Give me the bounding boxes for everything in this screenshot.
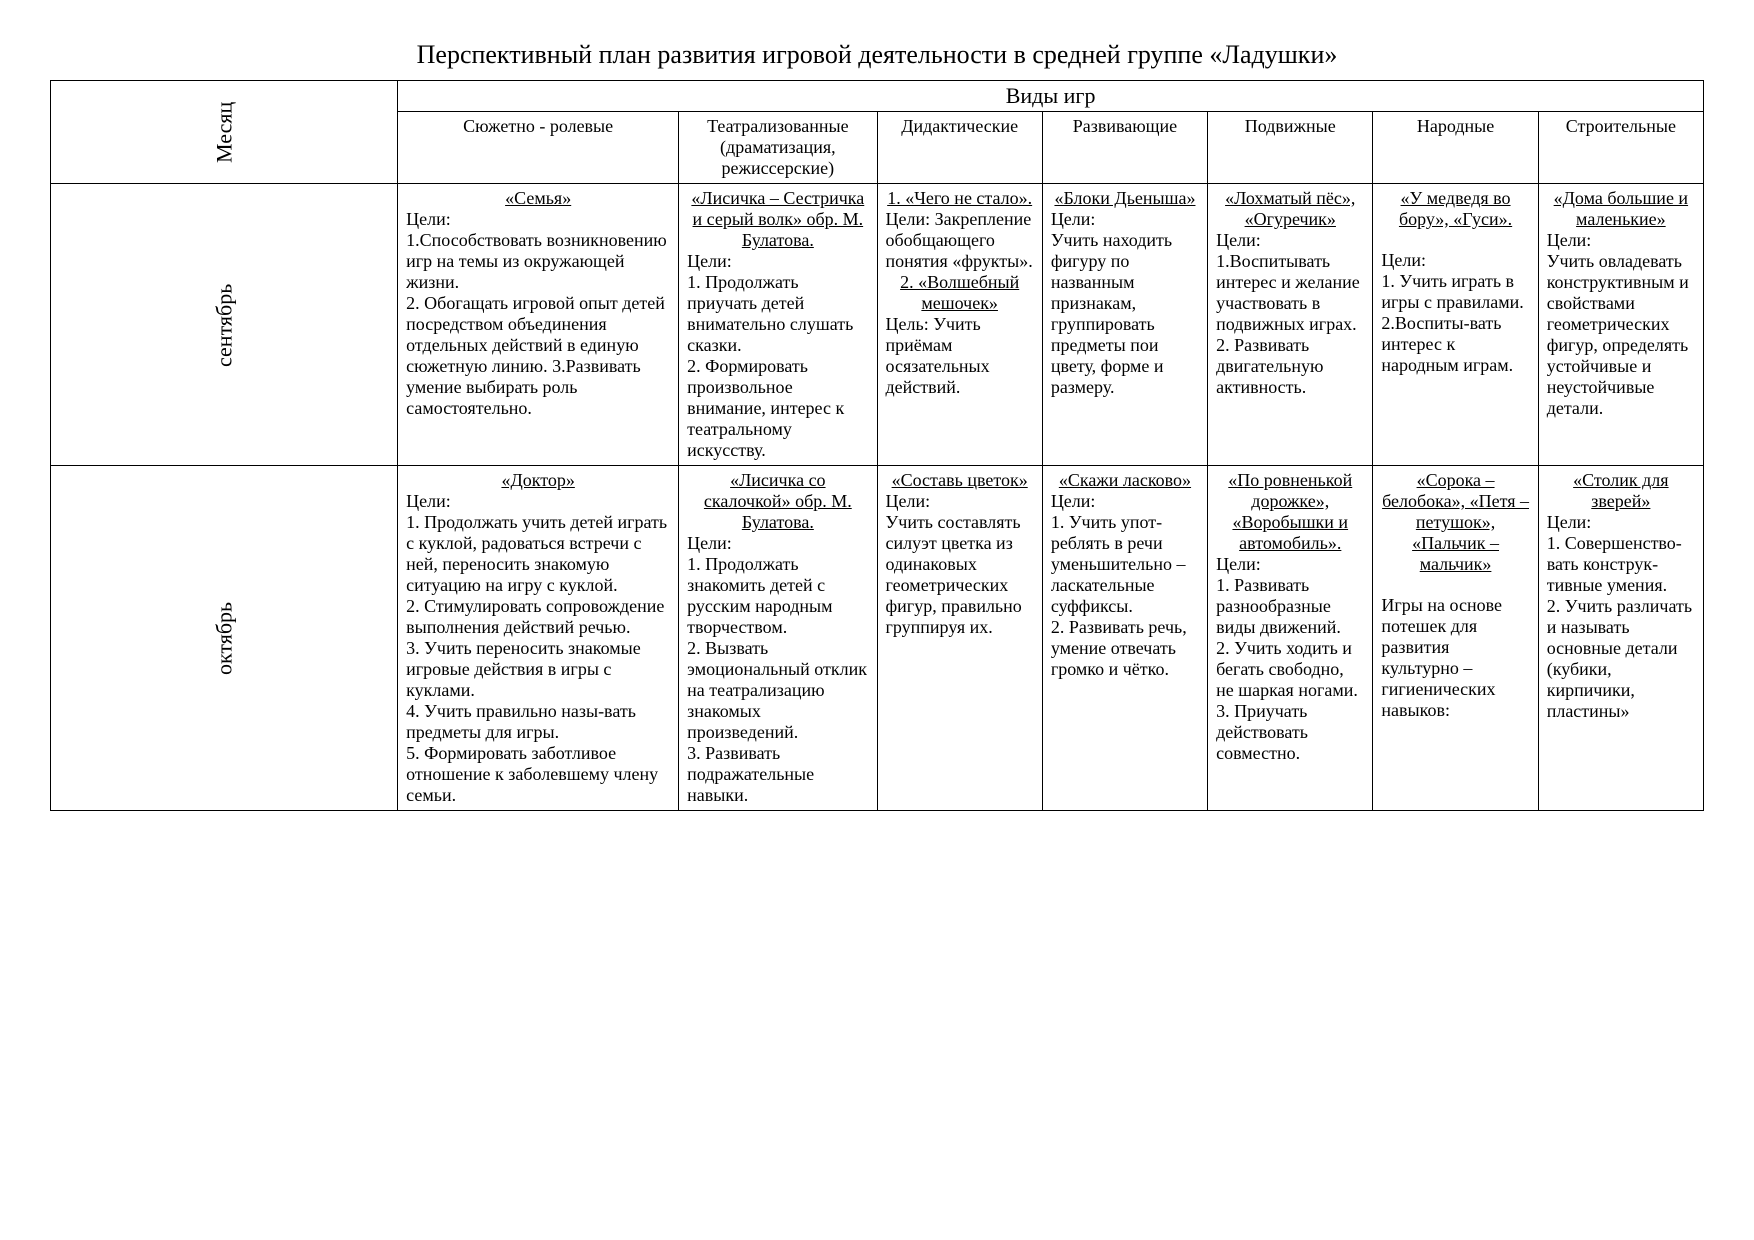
cell-title: «Семья» [406,188,670,209]
cell-title: «Скажи ласково» [1051,470,1199,491]
cell-title: «Лисичка – Сестричка и серый волк» обр. … [687,188,868,251]
cell-title: 1. «Чего не стало». [886,188,1034,209]
cell: «Лисичка – Сестричка и серый волк» обр. … [679,184,877,466]
cell: «Лохматый пёс», «Огуречик» Цели:1.Воспит… [1208,184,1373,466]
col-header: Подвижные [1208,112,1373,184]
cell: «Доктор» Цели:1. Продолжать учить детей … [398,466,679,811]
cell-body: Цели:1. Развивать разнообразные виды дви… [1216,554,1364,764]
cell-body: Цели:Учить составлять силуэт цветка из о… [886,491,1034,638]
cell: «По ровненькой дорожке», «Воробышки и ав… [1208,466,1373,811]
cell-title: 2. «Волшебный мешочек» [886,272,1034,314]
col-header: Сюжетно - ролевые [398,112,679,184]
cell-body: Цели:1. Совершенство-вать конструк-тивны… [1547,512,1695,722]
cell-title: «Столик для зверей» [1547,470,1695,512]
cell-body: Цель: Учить приёмам осязательных действи… [886,314,1034,398]
month-label: сентябрь [51,184,398,466]
cell: «Семья» Цели:1.Способствовать возникнове… [398,184,679,466]
cell: «Составь цветок» Цели:Учить составлять с… [877,466,1042,811]
month-header: Месяц [51,81,398,184]
cell-body: Цели:1.Воспитывать интерес и желание уча… [1216,230,1364,398]
plan-table: Месяц Виды игр Сюжетно - ролевые Театрал… [50,80,1704,811]
table-row: октябрь «Доктор» Цели:1. Продолжать учит… [51,466,1704,811]
cell-title: «Дома большие и маленькие» [1547,188,1695,230]
cell: «Блоки Дьеныша» Цели:Учить находить фигу… [1042,184,1207,466]
cell-title: «Составь цветок» [886,470,1034,491]
cell-body: Цели:1. Учить упот-реблять в речи уменьш… [1051,491,1199,680]
cell-title: «По ровненькой дорожке», «Воробышки и ав… [1216,470,1364,554]
cell: «Сорока – белобока», «Петя – петушок», «… [1373,466,1538,811]
cell-body: Цели:1. Учить играть в игры с правилами.… [1381,250,1529,376]
cell: 1. «Чего не стало». Цели: Закрепление об… [877,184,1042,466]
cell-title: «Сорока – белобока», «Петя – петушок», «… [1381,470,1529,575]
cell: «Дома большие и маленькие» Цели:Учить ов… [1538,184,1703,466]
cell-body: Цели:Учить находить фигуру по названным … [1051,209,1199,398]
gametypes-header: Виды игр [398,81,1704,112]
cell: «Скажи ласково» Цели:1. Учить упот-ребля… [1042,466,1207,811]
col-header: Народные [1373,112,1538,184]
cell-body: Цели:1. Продолжать учить детей играть с … [406,491,670,806]
cell-body: Цели:1. Продолжать знакомить детей с рус… [687,533,868,806]
col-header: Театрализованные (драматизация, режиссер… [679,112,877,184]
month-label: октябрь [51,466,398,811]
table-row: сентябрь «Семья» Цели:1.Способствовать в… [51,184,1704,466]
cell-body: Цели: Закрепление обобщающего понятия «ф… [886,209,1034,272]
cell-title: «Лохматый пёс», «Огуречик» [1216,188,1364,230]
page-title: Перспективный план развития игровой деят… [50,40,1704,70]
cell-body: Цели:1. Продолжать приучать детей внимат… [687,251,868,461]
cell-title: «Блоки Дьеныша» [1051,188,1199,209]
cell-title: «Лисичка со скалочкой» обр. М. Булатова. [687,470,868,533]
col-header: Строительные [1538,112,1703,184]
col-header: Развивающие [1042,112,1207,184]
col-header: Дидактические [877,112,1042,184]
cell-body: Цели:1.Способствовать возникновению игр … [406,209,670,419]
cell-title: «У медведя во бору», «Гуси». [1381,188,1529,230]
cell-body: Игры на основе потешек для развития куль… [1381,595,1529,721]
cell-title: «Доктор» [406,470,670,491]
cell: «Столик для зверей» Цели:1. Совершенство… [1538,466,1703,811]
cell-body: Цели:Учить овладевать конструктивным и с… [1547,230,1695,419]
cell: «У медведя во бору», «Гуси». Цели:1. Учи… [1373,184,1538,466]
cell: «Лисичка со скалочкой» обр. М. Булатова.… [679,466,877,811]
